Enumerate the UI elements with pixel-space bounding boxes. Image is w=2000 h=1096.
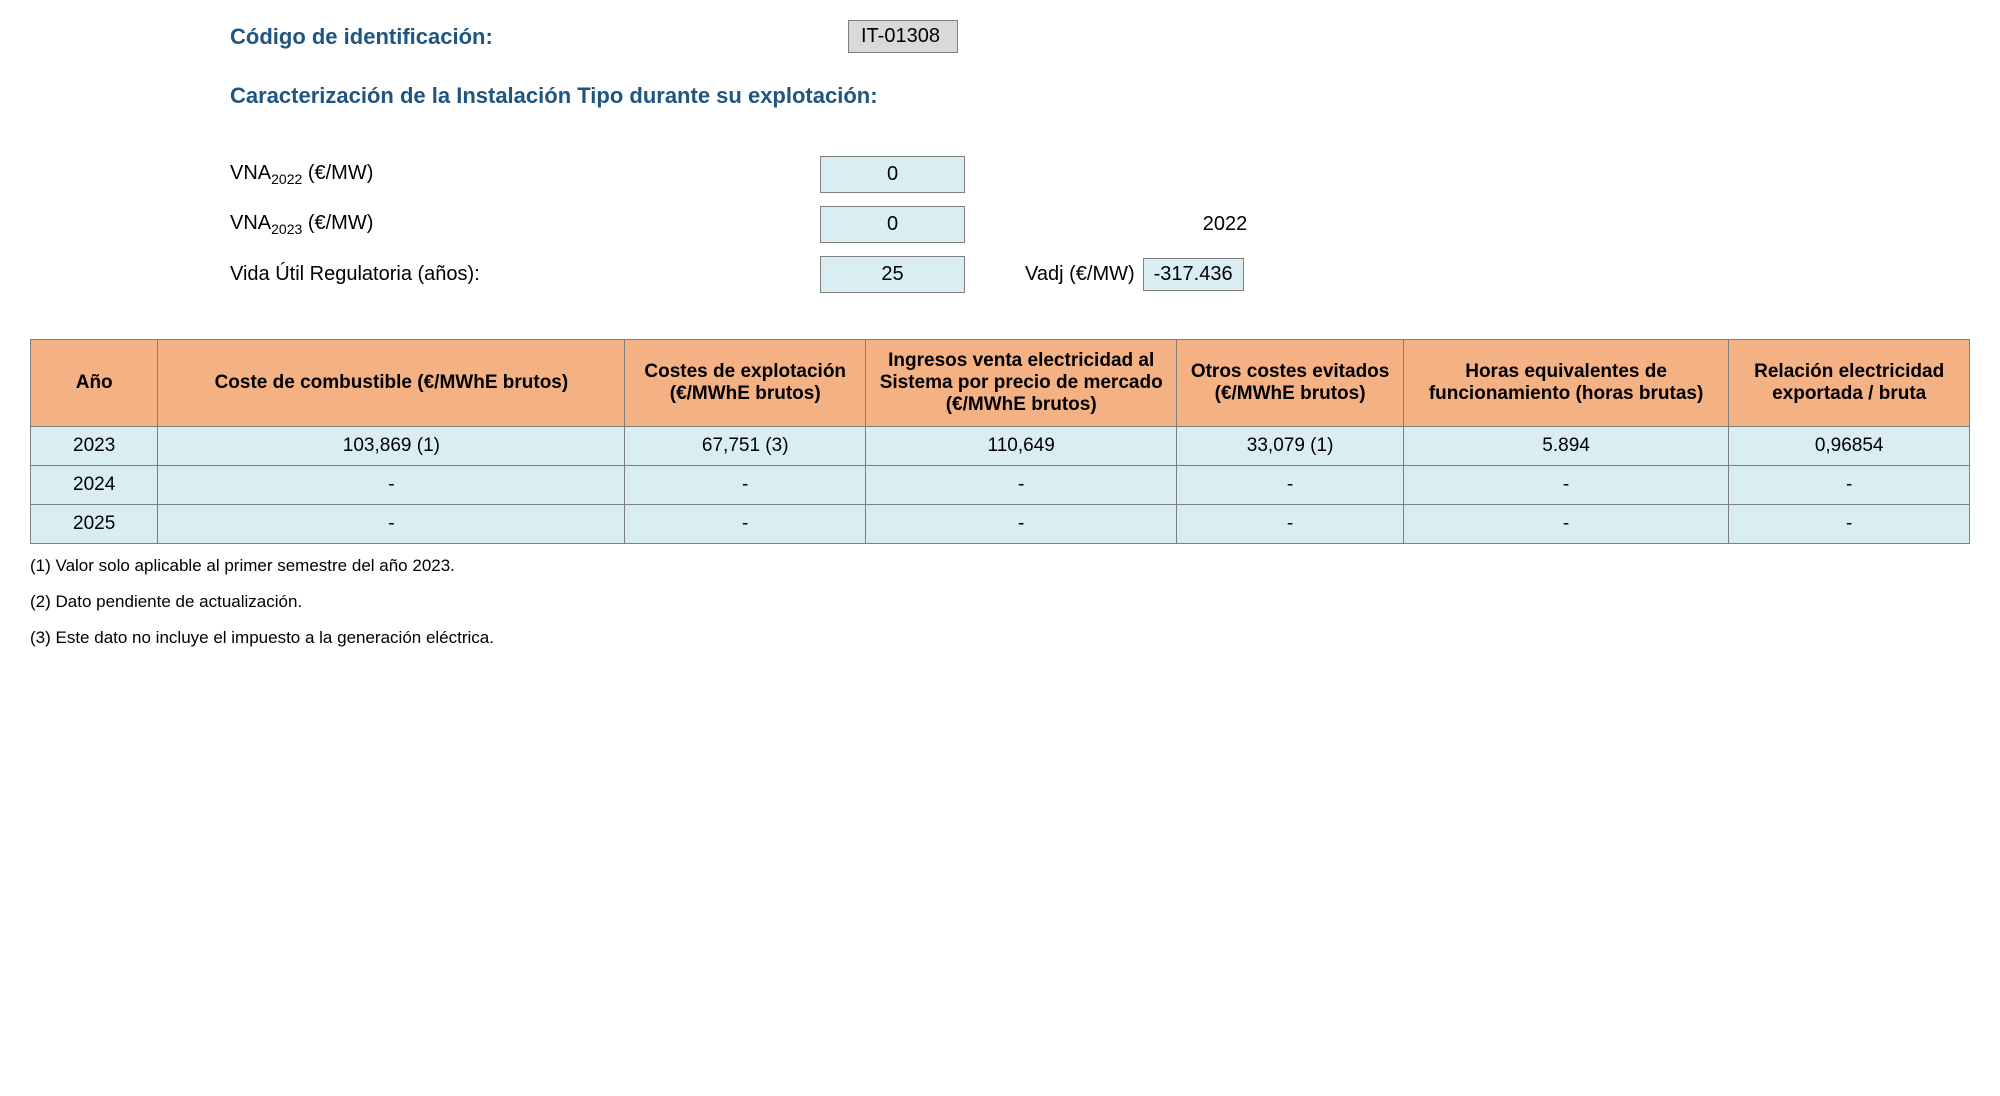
table-body: 2023 103,869 (1) 67,751 (3) 110,649 33,0… bbox=[31, 427, 1970, 544]
vadj-value: -317.436 bbox=[1143, 258, 1244, 291]
th-ratio: Relación electricidad exportada / bruta bbox=[1729, 340, 1970, 427]
table-row: 2025 - - - - - - bbox=[31, 505, 1970, 544]
cell-year: 2025 bbox=[31, 505, 158, 544]
cell-rev: - bbox=[866, 505, 1177, 544]
cell-ratio: - bbox=[1729, 466, 1970, 505]
vna-2022-value: 0 bbox=[820, 156, 965, 193]
cell-hours: - bbox=[1403, 466, 1729, 505]
vida-util-value: 25 bbox=[820, 256, 965, 293]
table-row: 2024 - - - - - - bbox=[31, 466, 1970, 505]
cell-fuel: 103,869 (1) bbox=[158, 427, 625, 466]
cell-rev: 110,649 bbox=[866, 427, 1177, 466]
vna-2023-prefix: VNA bbox=[230, 212, 271, 234]
vna-2023-label: VNA2023 (€/MW) bbox=[230, 212, 820, 237]
cell-ratio: 0,96854 bbox=[1729, 427, 1970, 466]
cell-op: - bbox=[625, 466, 866, 505]
vna-2022-row: VNA2022 (€/MW) 0 bbox=[230, 149, 1970, 199]
cell-year: 2023 bbox=[31, 427, 158, 466]
th-hours: Horas equivalentes de funcionamiento (ho… bbox=[1403, 340, 1729, 427]
subtitle: Caracterización de la Instalación Tipo d… bbox=[230, 83, 1970, 109]
vna-2022-prefix: VNA bbox=[230, 162, 271, 184]
param-rows: VNA2022 (€/MW) 0 VNA2023 (€/MW) 0 2022 V… bbox=[230, 149, 1970, 299]
id-label: Código de identificación: bbox=[230, 24, 848, 50]
cell-other: 33,079 (1) bbox=[1177, 427, 1403, 466]
vna-2023-row: VNA2023 (€/MW) 0 2022 bbox=[230, 199, 1970, 249]
th-fuel: Coste de combustible (€/MWhE brutos) bbox=[158, 340, 625, 427]
table-row: 2023 103,869 (1) 67,751 (3) 110,649 33,0… bbox=[31, 427, 1970, 466]
footnote-3: (3) Este dato no incluye el impuesto a l… bbox=[30, 628, 1970, 648]
vida-util-label: Vida Útil Regulatoria (años): bbox=[230, 263, 820, 286]
vna-2023-value: 0 bbox=[820, 206, 965, 243]
th-year: Año bbox=[31, 340, 158, 427]
cell-year: 2024 bbox=[31, 466, 158, 505]
cell-ratio: - bbox=[1729, 505, 1970, 544]
cell-rev: - bbox=[866, 466, 1177, 505]
data-table: Año Coste de combustible (€/MWhE brutos)… bbox=[30, 339, 1970, 544]
vna-2022-unit: (€/MW) bbox=[302, 162, 373, 184]
id-row: Código de identificación: IT-01308 bbox=[230, 20, 1970, 53]
vida-util-row: Vida Útil Regulatoria (años): 25 Vadj (€… bbox=[230, 249, 1970, 299]
footnotes: (1) Valor solo aplicable al primer semes… bbox=[30, 556, 1970, 648]
cell-fuel: - bbox=[158, 505, 625, 544]
footnote-2: (2) Dato pendiente de actualización. bbox=[30, 592, 1970, 612]
cell-other: - bbox=[1177, 466, 1403, 505]
th-rev: Ingresos venta electricidad al Sistema p… bbox=[866, 340, 1177, 427]
cell-hours: 5.894 bbox=[1403, 427, 1729, 466]
vadj-label: Vadj (€/MW) bbox=[1025, 263, 1135, 286]
vna-2022-sub: 2022 bbox=[271, 171, 302, 187]
id-value-box: IT-01308 bbox=[848, 20, 958, 53]
vna-2023-sub: 2023 bbox=[271, 221, 302, 237]
cell-op: 67,751 (3) bbox=[625, 427, 866, 466]
cell-op: - bbox=[625, 505, 866, 544]
vna-2022-label: VNA2022 (€/MW) bbox=[230, 162, 820, 187]
cell-fuel: - bbox=[158, 466, 625, 505]
header-section: Código de identificación: IT-01308 Carac… bbox=[230, 20, 1970, 299]
extra-year: 2022 bbox=[1165, 213, 1285, 236]
cell-hours: - bbox=[1403, 505, 1729, 544]
th-op: Costes de explotación (€/MWhE brutos) bbox=[625, 340, 866, 427]
cell-other: - bbox=[1177, 505, 1403, 544]
table-header-row: Año Coste de combustible (€/MWhE brutos)… bbox=[31, 340, 1970, 427]
th-other: Otros costes evitados (€/MWhE brutos) bbox=[1177, 340, 1403, 427]
footnote-1: (1) Valor solo aplicable al primer semes… bbox=[30, 556, 1970, 576]
vna-2023-unit: (€/MW) bbox=[302, 212, 373, 234]
